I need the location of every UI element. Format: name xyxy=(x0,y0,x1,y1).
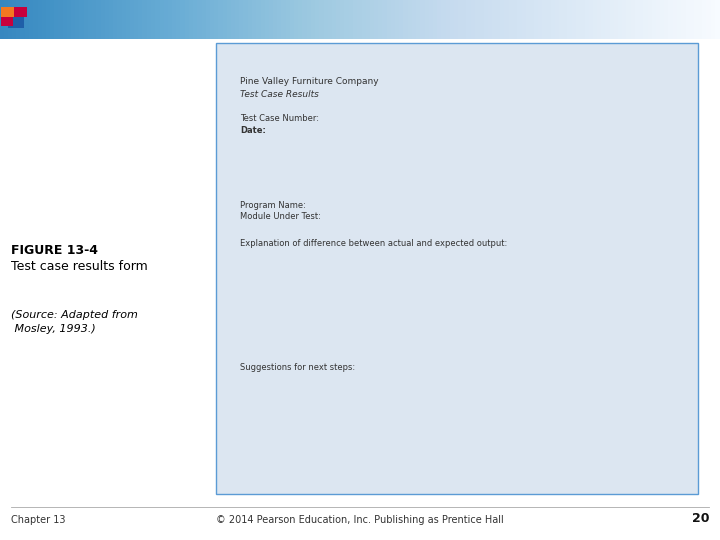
Text: Explanation of difference between actual and expected output:: Explanation of difference between actual… xyxy=(240,239,508,248)
Text: Suggestions for next steps:: Suggestions for next steps: xyxy=(240,363,355,373)
Bar xyxy=(1,17,13,26)
Text: Date:: Date: xyxy=(240,126,266,135)
Text: Module Under Test:: Module Under Test: xyxy=(240,212,321,221)
Text: Test Case Number:: Test Case Number: xyxy=(240,114,319,123)
Text: FIGURE 13-4: FIGURE 13-4 xyxy=(11,244,98,256)
Text: Test case results form: Test case results form xyxy=(11,260,148,273)
Bar xyxy=(8,17,24,29)
Bar xyxy=(1,7,14,17)
Bar xyxy=(14,7,27,17)
Text: 20: 20 xyxy=(692,512,709,525)
Text: Chapter 13: Chapter 13 xyxy=(11,515,66,525)
Text: (Source: Adapted from
 Mosley, 1993.): (Source: Adapted from Mosley, 1993.) xyxy=(11,310,138,334)
Text: Program Name:: Program Name: xyxy=(240,201,306,210)
FancyBboxPatch shape xyxy=(216,43,698,494)
Text: © 2014 Pearson Education, Inc. Publishing as Prentice Hall: © 2014 Pearson Education, Inc. Publishin… xyxy=(216,515,504,525)
Text: Pine Valley Furniture Company: Pine Valley Furniture Company xyxy=(240,77,379,86)
Text: Test Case Results: Test Case Results xyxy=(240,90,319,99)
